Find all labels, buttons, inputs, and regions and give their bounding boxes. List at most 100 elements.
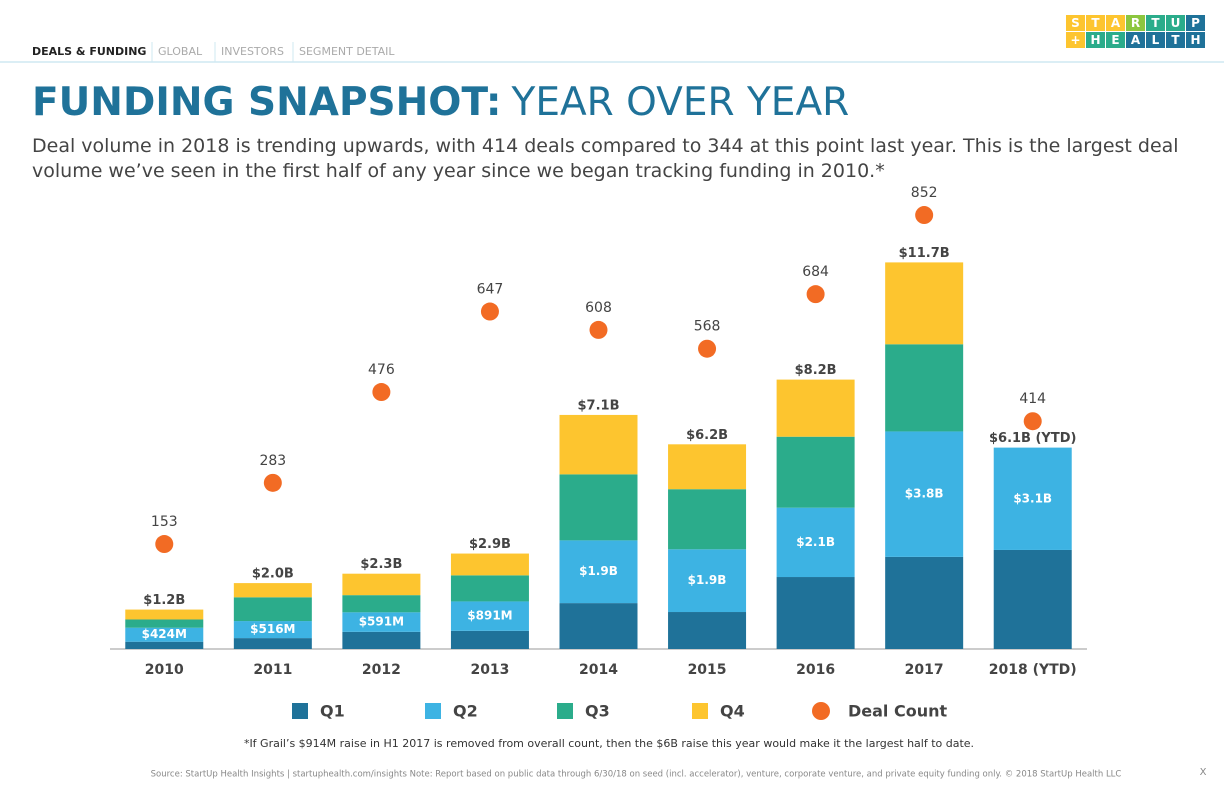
x-tick-label: 2017 [905, 662, 944, 678]
nav-tab[interactable]: DEALS & FUNDING [32, 45, 146, 58]
deal-label: 608 [585, 300, 612, 316]
logo-box [1166, 32, 1185, 48]
total-label: $11.7B [899, 246, 950, 261]
nav-tab[interactable]: SEGMENT DETAIL [299, 45, 395, 58]
bar-segment [233, 583, 312, 598]
bar-segment [776, 507, 855, 578]
value-label: $516M [250, 622, 295, 636]
x-tick-label: 2012 [362, 662, 401, 678]
total-label: $2.9B [469, 537, 511, 552]
legend-swatch [557, 703, 573, 719]
bar-segment [885, 262, 964, 345]
close-button[interactable]: X [1200, 767, 1207, 778]
deal-dot [589, 320, 608, 339]
deal-dot [263, 473, 282, 492]
footnote: *If Grail’s $914M raise in H1 2017 is re… [244, 737, 974, 750]
x-tick-label: 2018 (YTD) [989, 662, 1077, 678]
logo-box [1186, 15, 1205, 31]
logo-letter: H [1090, 33, 1100, 47]
bar-segment [559, 603, 638, 649]
logo-box [1146, 15, 1165, 31]
bar-segment [342, 612, 421, 632]
logo-letter: + [1070, 33, 1080, 47]
bar-segment [559, 414, 638, 475]
legend-swatch [425, 703, 441, 719]
bar-segment [885, 431, 964, 557]
bar-segment [450, 575, 529, 602]
deal-dot [806, 285, 825, 304]
bar-segment [450, 630, 529, 649]
logo-letter: A [1111, 16, 1121, 30]
legend-label: Deal Count [848, 702, 948, 721]
deal-label: 852 [911, 185, 938, 201]
logo-box [1086, 15, 1105, 31]
deal-label: 568 [694, 319, 721, 335]
title: FUNDING SNAPSHOT: YEAR OVER YEAR [32, 80, 849, 125]
bar-segment [559, 540, 638, 604]
logo-box [1166, 15, 1185, 31]
nav-tab[interactable]: GLOBAL [158, 45, 203, 58]
bar-segment [450, 553, 529, 576]
legend-label: Q2 [453, 702, 478, 721]
bar-segment [993, 549, 1072, 649]
logo-box [1106, 32, 1125, 48]
bar-segment [342, 631, 421, 649]
total-label: $1.2B [143, 593, 185, 608]
deal-dot [480, 302, 499, 321]
bar-segment [125, 641, 204, 649]
deal-dot [915, 206, 934, 225]
total-label: $2.3B [360, 557, 402, 572]
bar-segment [776, 577, 855, 649]
logo: S T A R T U P+ H E A L T H [1066, 15, 1205, 48]
value-label: $3.1B [1013, 491, 1052, 505]
legend-swatch [692, 703, 708, 719]
bar-segment [233, 597, 312, 622]
title-main: FUNDING SNAPSHOT: [32, 80, 502, 125]
logo-box [1106, 15, 1125, 31]
bar-segment [776, 379, 855, 437]
logo-letter: T [1151, 16, 1160, 30]
total-label: $7.1B [578, 398, 620, 413]
deal-label: 684 [802, 264, 829, 280]
logo-letter: P [1191, 16, 1200, 30]
bar-segment [125, 627, 204, 642]
deal-dot [372, 383, 391, 402]
logo-letter: T [1091, 16, 1100, 30]
legend-swatch [292, 703, 308, 719]
logo-box [1146, 32, 1165, 48]
x-tick-label: 2016 [796, 662, 835, 678]
total-label: $6.1B (YTD) [989, 431, 1076, 446]
value-label: $3.8B [905, 487, 944, 501]
logo-letter: A [1131, 33, 1141, 47]
logo-letter: T [1171, 33, 1180, 47]
x-tick-label: 2011 [253, 662, 292, 678]
nav-tab[interactable]: INVESTORS [221, 45, 284, 58]
deal-label: 647 [477, 282, 504, 298]
bar-segment [776, 436, 855, 508]
logo-letter: H [1190, 33, 1200, 47]
bar-segment [125, 619, 204, 628]
description: Deal volume in 2018 is trending upwards,… [32, 135, 1179, 182]
logo-box [1126, 32, 1145, 48]
value-label: $2.1B [796, 535, 835, 549]
legend-swatch [812, 702, 830, 720]
total-label: $2.0B [252, 567, 294, 582]
value-label: $591M [359, 615, 404, 629]
deal-label: 283 [259, 453, 286, 469]
description-box: Deal volume in 2018 is trending upwards,… [32, 135, 1179, 182]
logo-letter: E [1111, 33, 1119, 47]
logo-box [1186, 32, 1205, 48]
deal-dot [698, 339, 717, 358]
tabs: DEALS & FUNDING GLOBAL INVESTORS SEGMENT DE… [32, 42, 395, 62]
logo-box [1086, 32, 1105, 48]
bar-segment [450, 601, 529, 631]
legend-label: Q4 [720, 702, 745, 721]
bar-segment [885, 344, 964, 432]
logo-letter: S [1071, 16, 1080, 30]
deal-label: 414 [1019, 391, 1046, 407]
bar-segment [342, 595, 421, 613]
bar-segment [668, 612, 747, 649]
bar-segment [342, 573, 421, 596]
